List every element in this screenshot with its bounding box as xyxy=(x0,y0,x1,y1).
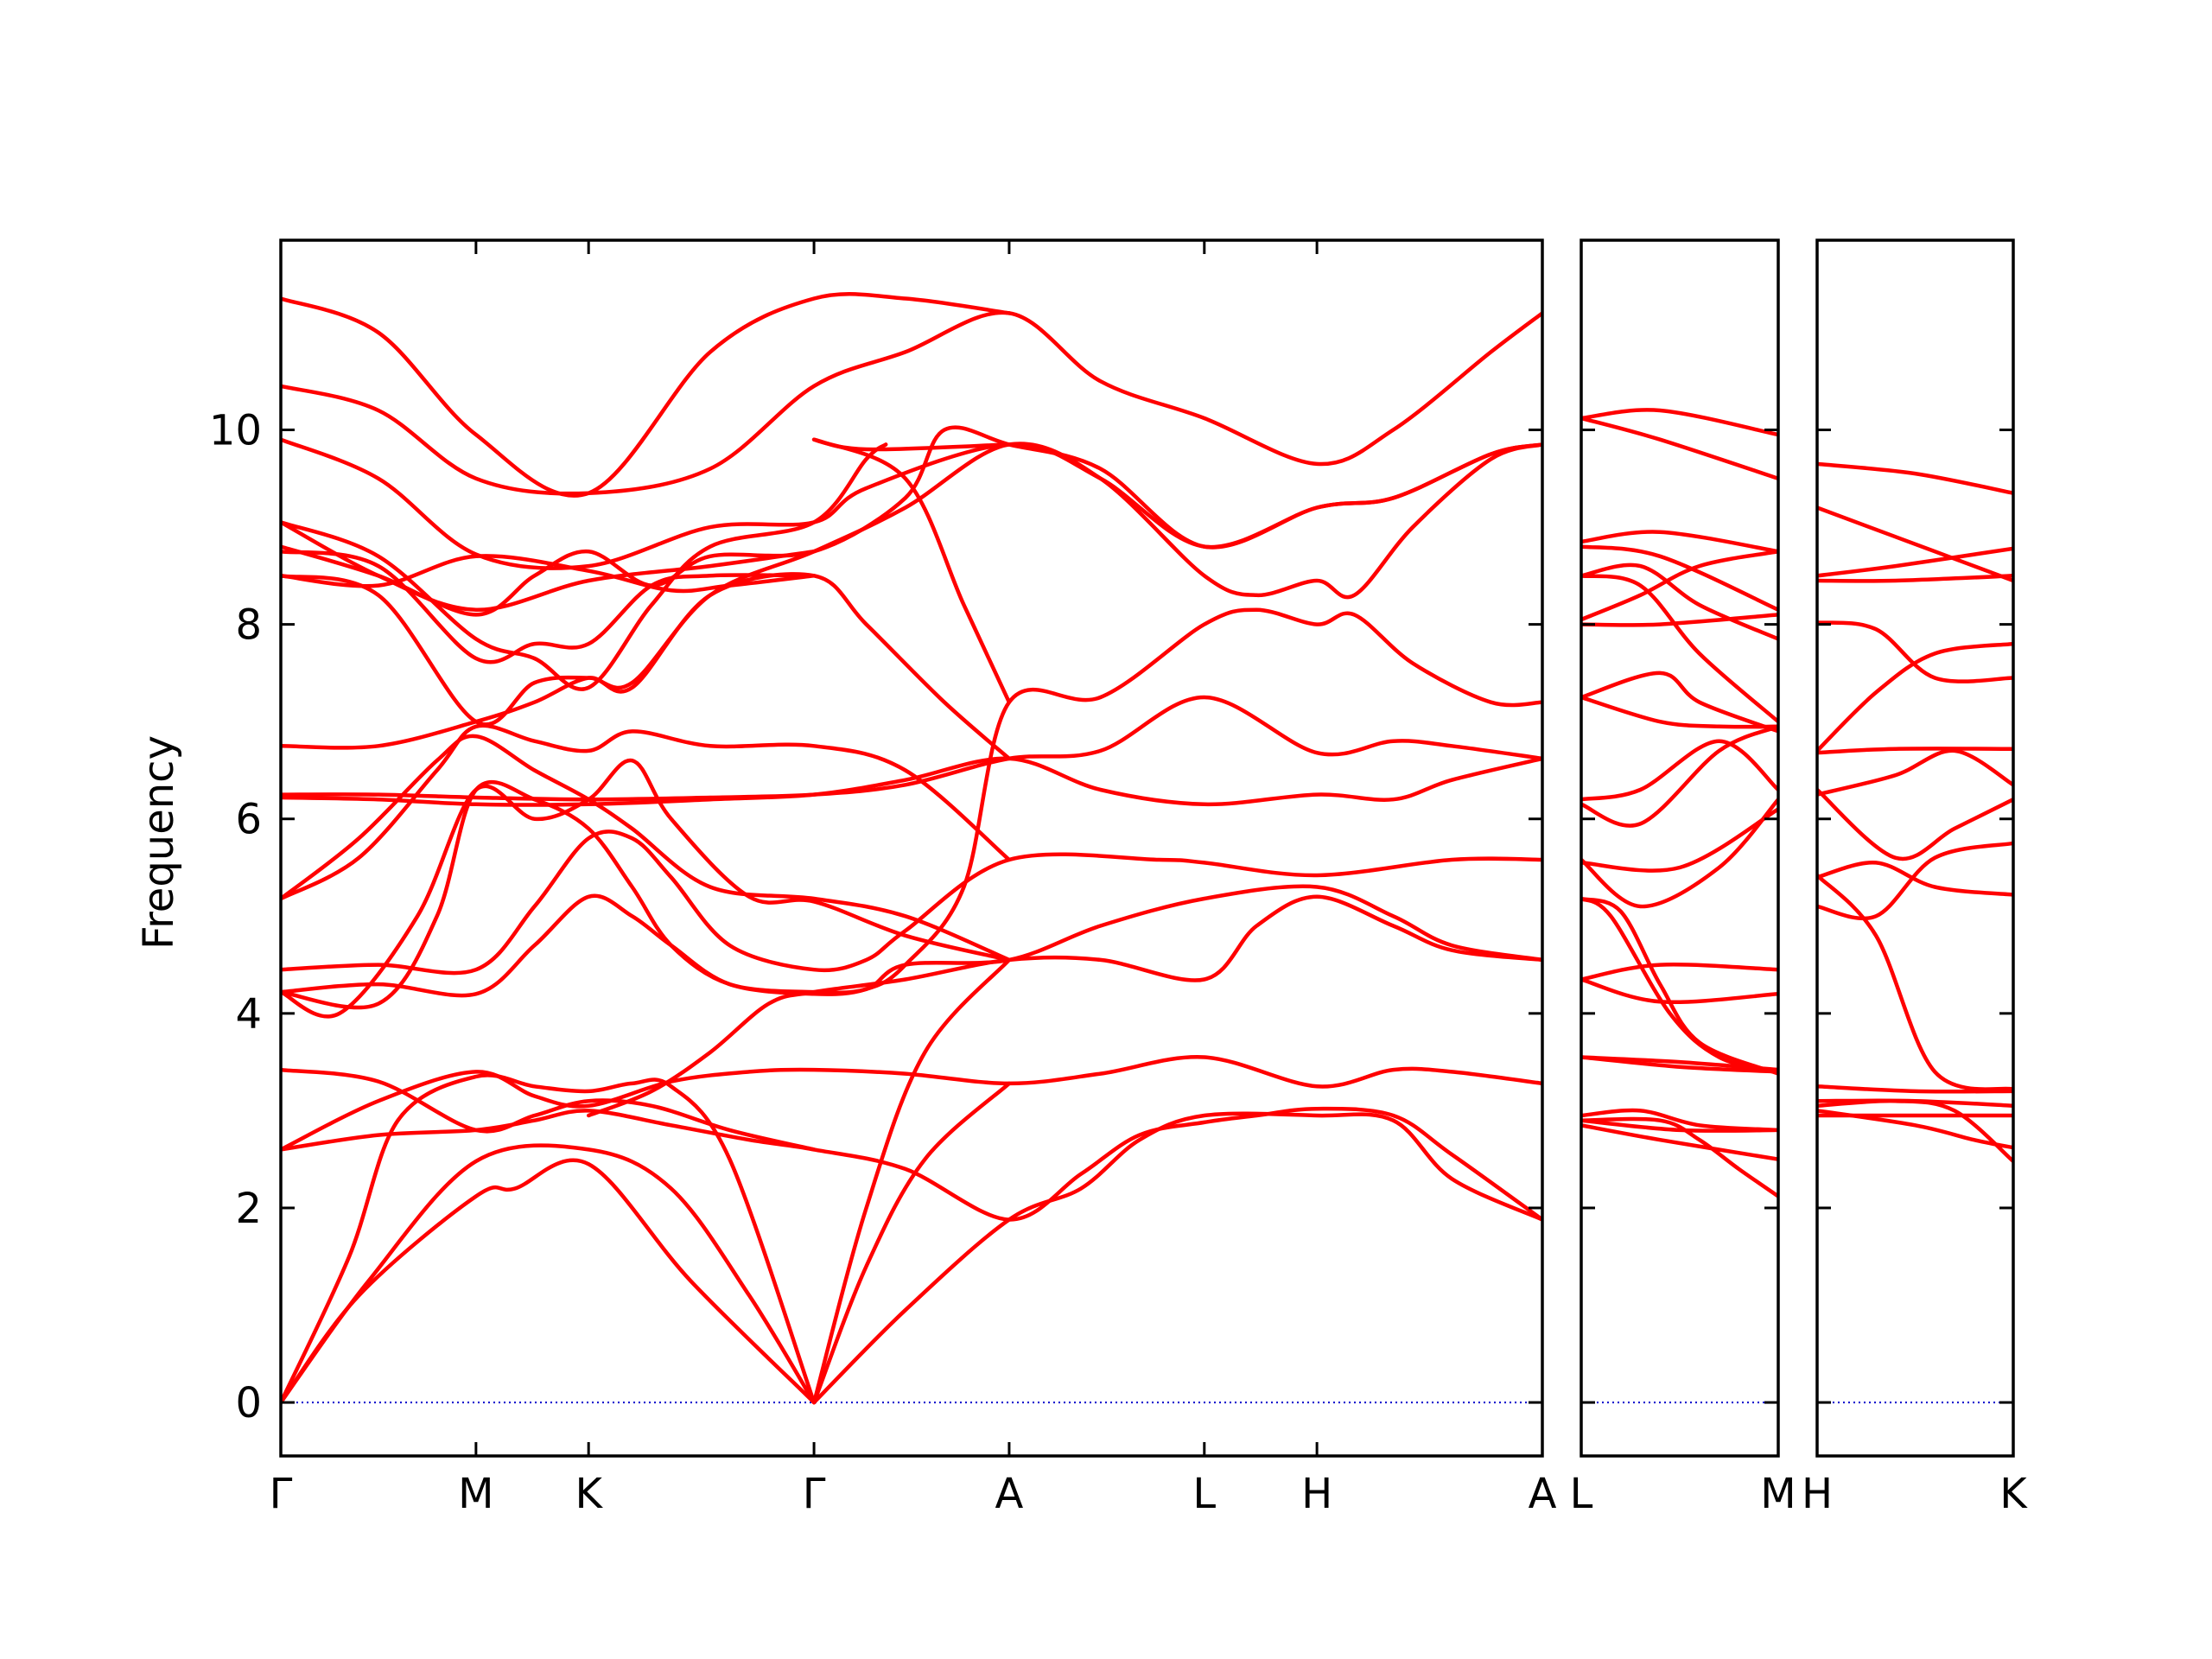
plot-frame xyxy=(1815,238,2015,1458)
x-tick-label: H xyxy=(1301,1470,1332,1518)
panel-main: 0 2 4 6 8 10 Γ M K Γ A L H A xyxy=(209,238,1557,1518)
band-line xyxy=(1817,574,2013,583)
band-line xyxy=(281,1073,817,1405)
band-line xyxy=(1817,1084,2013,1094)
band-line xyxy=(1581,896,1778,1074)
band-line xyxy=(1817,1098,2013,1109)
plot-frame xyxy=(279,238,1544,1458)
band-line xyxy=(586,894,1542,1118)
x-tick-label: L xyxy=(1570,1470,1593,1518)
x-tick-label: M xyxy=(458,1470,493,1518)
band-line xyxy=(281,520,817,612)
x-tick-label: M xyxy=(1760,1470,1796,1518)
plot-frame xyxy=(1580,238,1780,1458)
band-line xyxy=(1581,613,1778,627)
bands xyxy=(1817,461,2013,1164)
bands xyxy=(281,291,1542,1405)
x-tick-label: A xyxy=(1529,1470,1557,1518)
band-line xyxy=(1581,896,1778,1076)
band-line xyxy=(281,442,1542,727)
band-line xyxy=(1581,544,1778,612)
band-line xyxy=(1581,724,1778,828)
band-line xyxy=(1817,620,2013,683)
band-line xyxy=(281,695,1542,802)
band-line xyxy=(811,1111,1542,1405)
band-line xyxy=(281,723,1012,901)
band-line xyxy=(1581,963,1778,982)
band-line xyxy=(1581,563,1778,641)
band-line xyxy=(281,1067,817,1152)
band-line xyxy=(281,291,1012,498)
band-line xyxy=(281,310,1542,496)
band-line xyxy=(281,1143,817,1405)
band-line xyxy=(281,758,1012,1019)
band-line xyxy=(281,1055,1542,1152)
band-line xyxy=(811,437,1012,452)
y-tick-label: 0 xyxy=(235,1379,262,1427)
band-line xyxy=(1817,641,2013,753)
band-line xyxy=(1581,1108,1778,1133)
band-line xyxy=(281,1158,817,1405)
y-axis-label: Frequency xyxy=(135,735,183,950)
band-line xyxy=(281,549,817,664)
x-tick-label: K xyxy=(1999,1470,2028,1518)
bands xyxy=(1581,408,1778,1198)
y-tick-label: 6 xyxy=(235,796,262,844)
band-line xyxy=(1581,807,1778,873)
band-line xyxy=(1581,549,1778,622)
band-line xyxy=(1581,416,1778,481)
band-line xyxy=(1581,408,1778,437)
band-line xyxy=(281,1106,1542,1222)
band-line xyxy=(1581,797,1778,909)
band-line xyxy=(281,756,1542,807)
band-line xyxy=(1817,787,2013,861)
x-tick-label: L xyxy=(1192,1470,1216,1518)
band-line xyxy=(811,1081,1012,1405)
band-line xyxy=(811,437,1012,704)
band-line xyxy=(1817,1098,2013,1164)
band-line xyxy=(281,830,1542,976)
band-line xyxy=(1581,1116,1778,1198)
band-line xyxy=(1581,671,1778,734)
band-line xyxy=(1817,748,2013,797)
band-line xyxy=(1581,977,1778,1005)
x-tick-label: K xyxy=(575,1470,603,1518)
band-line xyxy=(1817,861,2013,897)
band-line xyxy=(1581,739,1778,802)
x-tick-label: Γ xyxy=(803,1470,826,1518)
band-line xyxy=(1817,841,2013,921)
band-line xyxy=(1817,461,2013,495)
x-tick-label: Γ xyxy=(270,1470,293,1518)
band-line xyxy=(1817,747,2013,755)
band-line xyxy=(1581,695,1778,729)
y-tick-label: 2 xyxy=(235,1185,262,1233)
y-tick-label: 4 xyxy=(235,990,262,1039)
band-line xyxy=(1581,1123,1778,1161)
band-line xyxy=(281,442,888,691)
band-line xyxy=(1817,873,2013,1091)
y-tick-label: 8 xyxy=(235,601,262,650)
band-line xyxy=(1817,505,2013,583)
band-line xyxy=(281,437,1542,570)
band-line xyxy=(1581,574,1778,724)
x-tick-label: H xyxy=(1802,1470,1833,1518)
band-line xyxy=(281,572,1012,761)
x-tick-label: A xyxy=(995,1470,1024,1518)
y-tick-label: 10 xyxy=(209,406,262,454)
band-line xyxy=(811,957,1012,1405)
band-line xyxy=(1581,530,1778,554)
band-line xyxy=(1817,546,2013,578)
